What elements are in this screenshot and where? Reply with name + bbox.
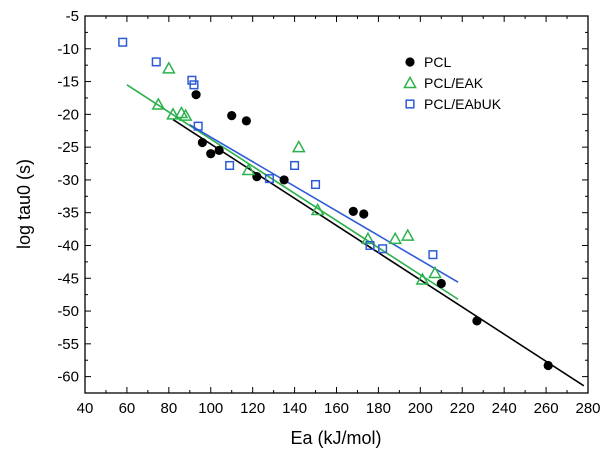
data-point <box>178 108 193 121</box>
x-tick-label: 180 <box>366 400 391 417</box>
data-point <box>436 278 446 289</box>
data-point <box>388 231 403 245</box>
data-point <box>361 231 375 245</box>
data-point <box>197 137 207 148</box>
data-point <box>310 179 321 190</box>
axis-ticks: 40 60 80 100 120 140 160 180 200 220 240 260 280 -5 -1… <box>57 8 600 417</box>
data-point <box>279 175 289 185</box>
x-tick-label: 200 <box>408 400 433 417</box>
data-point <box>472 316 482 326</box>
data-point <box>118 37 128 47</box>
legend-label: PCL/EAbUK <box>424 96 502 112</box>
x-tick-label: 40 <box>77 400 94 417</box>
legend: PCL PCL/EAK PCL/EAbUK <box>403 54 502 112</box>
y-tick-label: -55 <box>57 336 79 353</box>
data-point <box>348 206 358 216</box>
y-axis-title: log tau0 (s) <box>14 159 34 249</box>
legend-marker <box>405 57 415 67</box>
data-point <box>359 209 369 219</box>
y-tick-label: -50 <box>57 303 79 320</box>
y-tick-label: -20 <box>57 106 79 123</box>
data-point <box>193 121 203 131</box>
y-tick-label: -30 <box>57 172 79 189</box>
y-tick-label: -15 <box>57 74 79 91</box>
data-point <box>428 265 442 279</box>
x-axis-title: Ea (kJ/mol) <box>290 428 381 448</box>
data-point <box>151 97 166 110</box>
data-point <box>378 244 388 254</box>
data-point <box>189 80 199 90</box>
x-tick-label: 240 <box>492 400 517 417</box>
data-point <box>227 111 237 121</box>
y-tick-label: -10 <box>57 41 79 58</box>
x-tick-label: 100 <box>198 400 223 417</box>
data-point <box>290 160 300 171</box>
legend-marker <box>403 75 417 89</box>
data-point <box>428 250 438 260</box>
x-tick-label: 160 <box>324 400 349 417</box>
fit-line <box>189 124 459 283</box>
data-point <box>264 174 274 184</box>
data-point <box>174 105 189 119</box>
data-point <box>161 61 176 74</box>
data-point <box>214 145 224 156</box>
data-point <box>400 228 415 241</box>
data-point <box>241 162 256 176</box>
data-point <box>191 90 201 100</box>
data-point <box>365 240 375 251</box>
data-point <box>187 75 197 85</box>
y-tick-label: -25 <box>57 139 79 156</box>
data-point <box>225 160 235 171</box>
data-point <box>310 202 325 216</box>
x-tick-label: 60 <box>119 400 136 417</box>
data-point <box>151 57 161 67</box>
data-point <box>166 107 180 120</box>
x-tick-label: 140 <box>282 400 307 417</box>
x-tick-label: 260 <box>534 400 559 417</box>
data-point <box>291 139 306 153</box>
y-tick-label: -60 <box>57 369 79 386</box>
data-points <box>118 37 553 371</box>
x-tick-label: 280 <box>575 400 600 417</box>
y-tick-label: -35 <box>57 205 79 222</box>
x-tick-label: 80 <box>160 400 177 417</box>
y-tick-label: -5 <box>66 8 79 25</box>
legend-marker <box>405 99 415 109</box>
y-tick-label: -40 <box>57 237 79 254</box>
data-point <box>206 149 216 159</box>
legend-label: PCL/EAK <box>424 75 484 91</box>
y-tick-label: -45 <box>57 270 79 287</box>
data-point <box>415 272 430 285</box>
data-point <box>543 360 553 371</box>
plot-frame <box>84 15 589 394</box>
x-tick-label: 120 <box>240 400 265 417</box>
legend-label: PCL <box>424 54 451 70</box>
data-point <box>241 116 251 126</box>
x-tick-label: 220 <box>450 400 475 417</box>
